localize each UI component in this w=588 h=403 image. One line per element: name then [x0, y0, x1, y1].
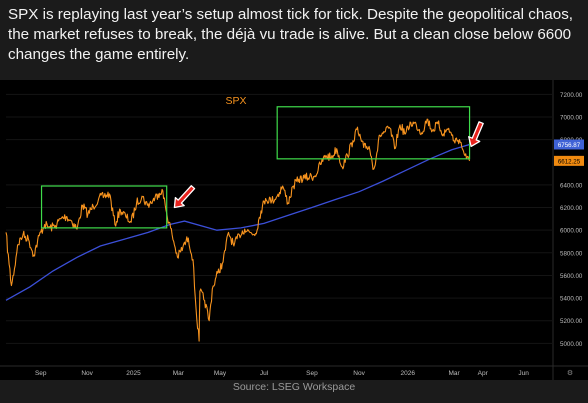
x-tick-label: Sep	[35, 370, 47, 377]
y-tick-label: 5400.00	[560, 296, 583, 303]
price-last-value-tag: 6612.25	[558, 158, 581, 165]
ma-last-value-tag: 6756.87	[558, 142, 581, 149]
moving-average-layer	[5, 143, 470, 301]
post-caption: SPX is replaying last year’s setup almos…	[8, 6, 574, 63]
highlight-box-1	[40, 185, 168, 229]
x-tick-label: Nov	[81, 370, 93, 377]
y-tick-label: 7000.00	[560, 114, 583, 121]
price-last-value-tag-bg	[554, 155, 584, 166]
price-layer	[5, 118, 471, 342]
x-tick-label: Nov	[353, 370, 365, 377]
y-tick-label: 6200.00	[560, 205, 583, 212]
last-value-tags: 6756.87 6612.25	[554, 139, 584, 166]
chart-svg: SPX 5000.00 5200.00 5400.00 5600.00 5800.00 6…	[0, 80, 588, 380]
y-tick-label: 5800.00	[560, 250, 583, 257]
price-series-line	[5, 118, 471, 342]
source-note: Source: LSEG Workspace	[232, 381, 356, 393]
red-arrow-1	[173, 185, 196, 209]
x-tick-label: Mar	[449, 370, 461, 377]
highlight-box-2	[276, 106, 471, 160]
y-tick-label: 6400.00	[560, 182, 583, 189]
x-tick-label: May	[214, 370, 227, 377]
x-tick-label: Mar	[173, 370, 185, 377]
annotation-boxes	[40, 106, 471, 229]
y-tick-label: 5000.00	[560, 341, 583, 348]
settings-icon: ⚙	[567, 369, 573, 377]
y-tick-label: 7200.00	[560, 92, 583, 99]
chart-grid	[0, 80, 588, 380]
y-tick-label: 6000.00	[560, 228, 583, 235]
moving-average-line	[5, 143, 470, 301]
ma-last-value-tag-bg	[554, 139, 584, 150]
red-arrow-2	[468, 121, 484, 148]
chart-title: SPX	[225, 95, 246, 107]
x-tick-label: 2025	[126, 370, 141, 377]
y-tick-label: 5600.00	[560, 273, 583, 280]
y-tick-label: 5200.00	[560, 318, 583, 325]
annotation-arrows	[173, 121, 484, 209]
x-tick-label: Sep	[306, 370, 318, 377]
x-tick-label: 2026	[401, 370, 416, 377]
price-chart: SPX 5000.00 5200.00 5400.00 5600.00 5800.00 6…	[0, 80, 588, 380]
x-tick-label: Apr	[478, 370, 489, 377]
x-axis: Sep Nov 2025 Mar May Jul Sep Nov 2026 Mar Apr Jun ⚙	[35, 369, 573, 377]
x-tick-label: Jul	[260, 370, 269, 377]
x-tick-label: Jun	[518, 370, 529, 377]
